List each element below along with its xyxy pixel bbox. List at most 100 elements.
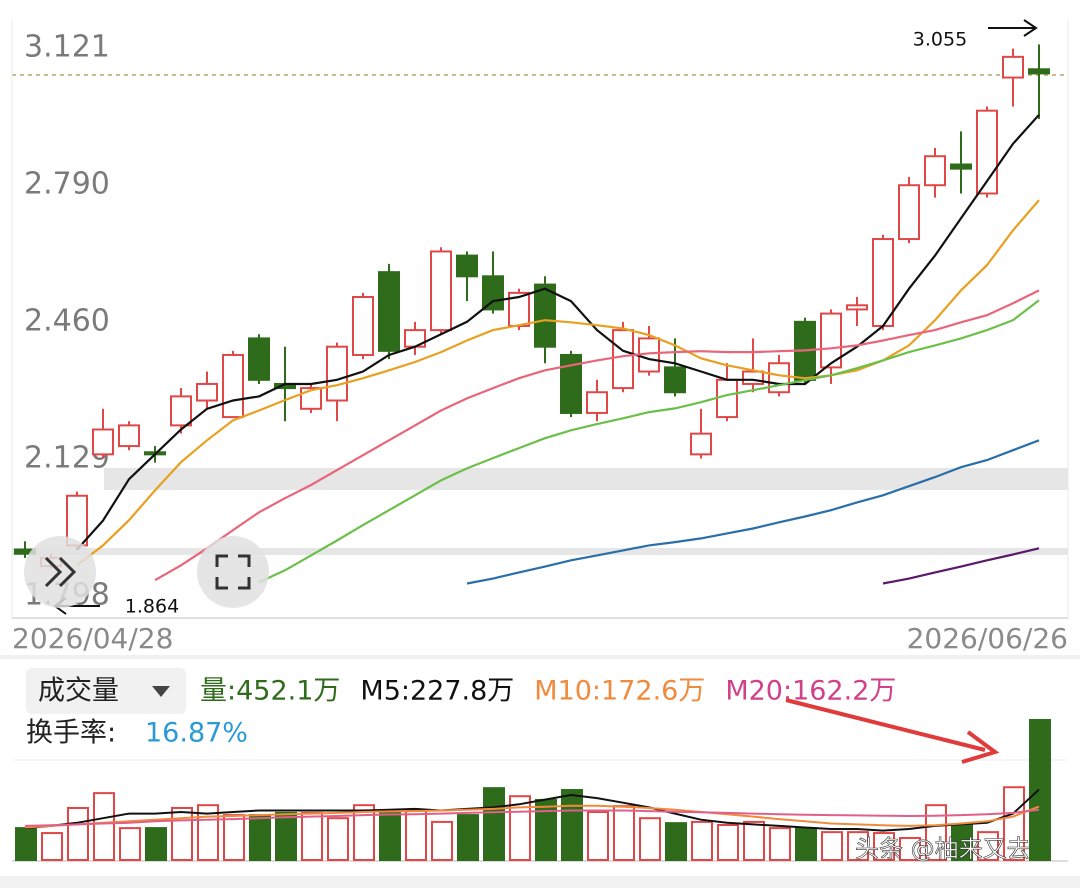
ma-line <box>76 114 1040 551</box>
volume-bar <box>613 805 635 861</box>
volume-chart <box>15 719 1051 862</box>
y-tick-label: 3.121 <box>24 30 110 65</box>
candle-body <box>222 353 244 419</box>
candle-body <box>248 337 270 381</box>
candle-body <box>716 378 738 419</box>
turnover-value: 16.87% <box>145 718 248 749</box>
candle-body <box>92 428 114 456</box>
y-tick-label: 2.790 <box>24 167 110 202</box>
icon <box>215 554 251 590</box>
candle-body <box>768 362 790 394</box>
candle-body <box>872 238 894 327</box>
volume-bar <box>431 820 453 861</box>
volume-bar <box>873 832 895 862</box>
volume-bar <box>379 811 401 862</box>
candle-body <box>586 391 608 414</box>
turnover-label: 换手率: <box>26 718 116 749</box>
volume-bar <box>639 817 661 861</box>
volume-bar <box>769 827 791 862</box>
candle-body <box>482 275 504 311</box>
volume-bar <box>691 820 713 861</box>
arrow <box>785 698 986 752</box>
volume-bar <box>743 820 765 861</box>
volume-bar <box>847 831 869 862</box>
candle-body <box>690 432 712 456</box>
candle-body <box>1028 68 1050 75</box>
volume-bar <box>561 789 583 862</box>
ma-line <box>258 299 1040 584</box>
volume-bar <box>899 837 921 862</box>
volume-bar <box>67 806 89 862</box>
volume-header: 量:452.1万 M5:227.8万 M10:172.6万 M20:162.2万 <box>200 676 896 707</box>
indicator-name: 成交量 <box>38 676 119 707</box>
volume-bar <box>119 827 141 862</box>
legend-entry: M5:227.8万 <box>360 676 514 707</box>
candle-body <box>612 329 634 390</box>
arrow <box>988 19 1038 37</box>
ma-line <box>24 788 1040 832</box>
candle-body <box>950 163 972 170</box>
volume-bar <box>145 827 167 862</box>
volume-bar <box>1003 786 1025 862</box>
volume-bar <box>405 809 427 862</box>
legend-entry: M10:172.6万 <box>534 676 705 707</box>
volume-bar <box>457 814 479 862</box>
x-tick-label: 2026/06/26 <box>907 622 1068 655</box>
volume-bar <box>93 792 115 861</box>
volume-bar <box>249 814 271 862</box>
candle-body <box>196 382 218 402</box>
ma-line <box>466 439 1040 585</box>
volume-bar <box>925 804 947 861</box>
watermark: 头条 @柚来又去 <box>855 835 1031 863</box>
volume-bar <box>795 827 817 862</box>
volume-bar <box>587 811 609 861</box>
candle-body <box>456 254 478 278</box>
candle-body <box>560 353 582 414</box>
candle-body <box>430 250 452 332</box>
ma-line <box>24 804 1040 829</box>
annotation: 1.864 <box>125 596 179 618</box>
candle-body <box>1002 55 1024 79</box>
volume-bar <box>483 787 505 861</box>
volume-bar <box>977 831 999 862</box>
legend-entry: 量:452.1万 <box>200 676 340 707</box>
bottom-bar <box>0 876 1080 888</box>
candle-body <box>326 345 348 402</box>
candle-body <box>664 366 686 394</box>
volume-bar <box>353 804 375 861</box>
volume-bar <box>665 822 687 861</box>
dropdown-icon <box>152 686 170 697</box>
ma-line <box>24 808 1040 827</box>
legend-entry: M20:162.2万 <box>725 676 896 707</box>
fullscreen-button[interactable] <box>197 536 269 608</box>
volume-bar <box>275 811 297 862</box>
y-tick-label: 2.460 <box>24 303 110 338</box>
volume-bar <box>717 824 739 862</box>
volume-bar <box>327 817 349 861</box>
candle-body <box>378 271 400 352</box>
candle-body <box>898 184 920 241</box>
candle-body <box>352 296 374 356</box>
volume-bar <box>1029 719 1051 861</box>
ma-line <box>154 289 1040 582</box>
volume-bar <box>821 831 843 862</box>
candle-body <box>170 395 192 427</box>
candle-body <box>846 304 868 311</box>
indicator-selector[interactable] <box>26 668 186 714</box>
volume-bar <box>41 832 63 862</box>
candle-body <box>118 424 140 448</box>
candle-body <box>820 312 842 369</box>
volume-bar <box>535 798 557 862</box>
volume-bar <box>15 827 37 862</box>
x-tick-label: 2026/04/28 <box>12 622 173 655</box>
price-chart: 3.1212.7902.4602.1291.7982026/04/282026/… <box>12 30 1068 655</box>
candle-body <box>742 370 764 385</box>
candle-body <box>534 283 556 348</box>
annotation: 3.055 <box>913 29 967 51</box>
volume-bar <box>223 814 245 862</box>
band <box>104 468 1068 490</box>
candle-body <box>924 155 946 187</box>
volume-bar <box>171 806 193 862</box>
